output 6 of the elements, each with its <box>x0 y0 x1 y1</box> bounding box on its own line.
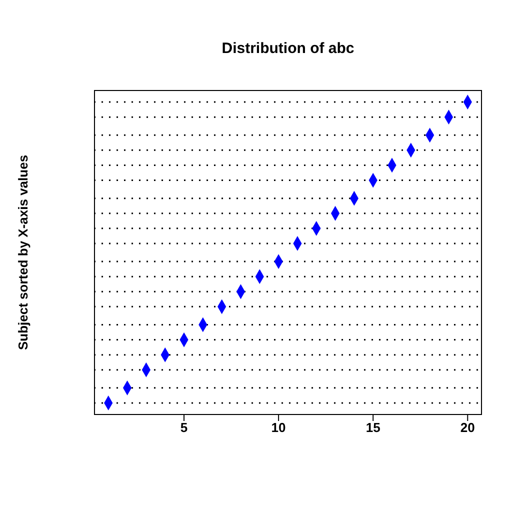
chart-title: Distribution of abc <box>220 40 356 57</box>
x-tick-label: 5 <box>180 420 188 436</box>
x-tick-label: 20 <box>460 420 475 436</box>
y-axis-title: Subject sorted by X-axis values <box>15 154 30 350</box>
x-tick-label: 10 <box>271 420 286 436</box>
x-tick-label: 15 <box>366 420 380 436</box>
